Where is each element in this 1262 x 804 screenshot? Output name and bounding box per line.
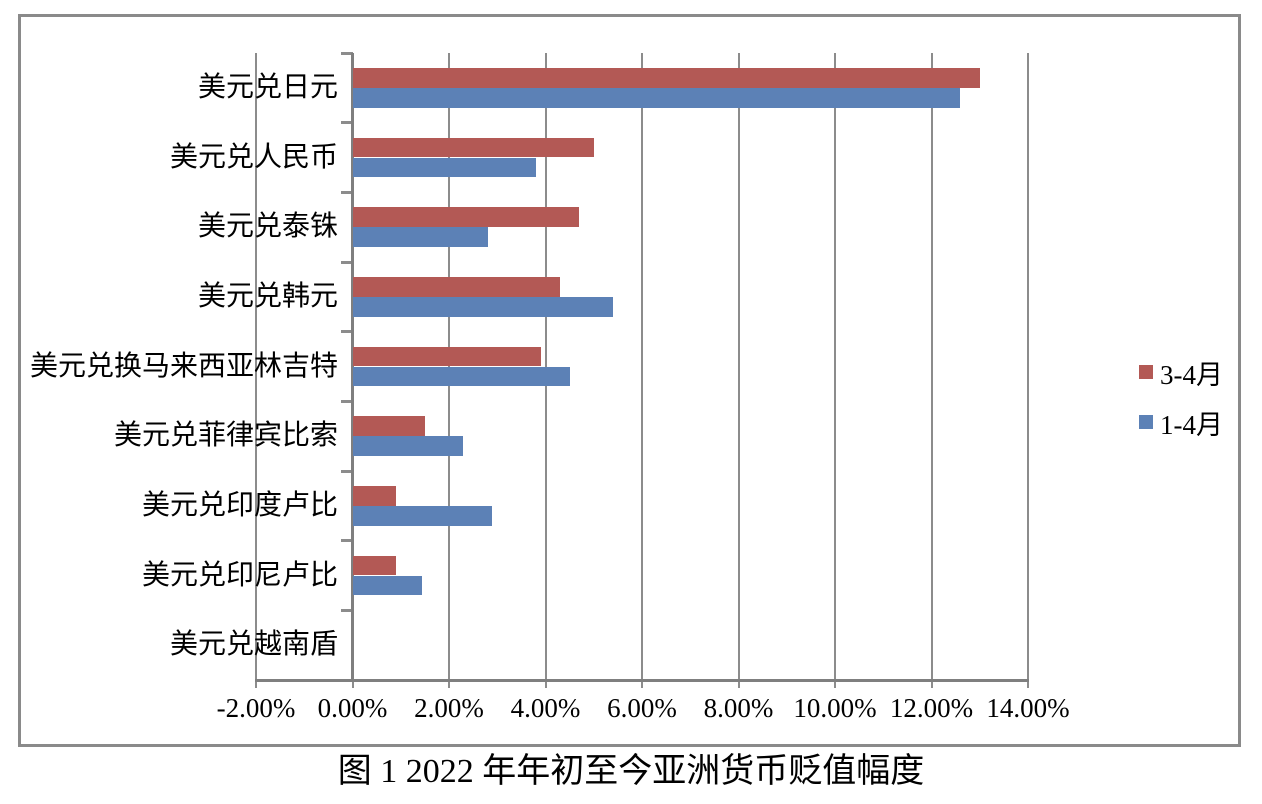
bar-series2 <box>352 366 570 387</box>
bar-series1 <box>352 346 541 367</box>
bar-series2 <box>352 87 961 108</box>
x-axis-tick <box>448 680 450 688</box>
gridline <box>930 53 933 680</box>
category-label: 美元兑印度卢比 <box>141 489 338 521</box>
bar-series2 <box>352 227 488 247</box>
legend-swatch-series2-icon <box>1139 415 1153 429</box>
x-axis-tick-label: 8.00% <box>703 693 774 723</box>
category-axis-tick <box>340 260 353 264</box>
bar-series1 <box>352 555 396 576</box>
category-axis-tick <box>340 330 353 334</box>
gridline <box>255 53 257 680</box>
x-axis-tick <box>351 680 354 688</box>
value-axis-line <box>255 679 1029 682</box>
category-label: 美元兑菲律宾比索 <box>113 420 338 452</box>
x-axis-tick-label: 2.00% <box>414 693 484 723</box>
x-axis-tick-label: 10.00% <box>793 693 877 723</box>
legend-item-series1: 3-4月 <box>1139 355 1223 390</box>
x-axis-tick <box>737 680 740 688</box>
gridline <box>641 53 643 680</box>
category-label: 美元兑人民币 <box>169 141 338 173</box>
legend: 3-4月 1-4月 <box>1139 355 1223 455</box>
bar-series1 <box>352 137 594 158</box>
legend-swatch-series1-icon <box>1139 365 1153 379</box>
x-axis-tick <box>641 680 643 688</box>
plot-area <box>255 51 1029 688</box>
category-axis-tick <box>340 399 353 403</box>
category-axis-tick <box>340 121 353 125</box>
category-label: 美元兑越南盾 <box>169 629 338 661</box>
chart-frame: 3-4月 1-4月 <box>18 14 1241 747</box>
bar-series1 <box>352 67 980 88</box>
bar-series2 <box>352 157 536 178</box>
legend-item-series2: 1-4月 <box>1139 405 1223 440</box>
bar-series2 <box>352 505 493 526</box>
x-axis-tick-label: -2.00% <box>216 693 296 723</box>
x-axis-tick <box>1027 680 1029 688</box>
gridline <box>737 53 740 680</box>
legend-label-series1: 3-4月 <box>1160 359 1223 390</box>
category-axis-tick <box>340 190 353 194</box>
category-label: 美元兑换马来西亚林吉特 <box>29 350 338 382</box>
bar-series1 <box>352 416 425 437</box>
x-axis-tick-label: 4.00% <box>510 693 581 723</box>
chart-caption: 图 1 2022 年年初至今亚洲货币贬值幅度 <box>337 753 925 790</box>
bar-series1 <box>352 485 396 506</box>
gridline <box>1027 53 1029 680</box>
bar-series1 <box>352 276 560 297</box>
x-axis-tick-label: 12.00% <box>889 693 974 723</box>
x-axis-tick <box>930 680 933 688</box>
x-axis-tick-label: 14.00% <box>986 693 1070 723</box>
category-axis-tick <box>340 51 353 55</box>
bar-series2 <box>352 575 423 596</box>
category-axis-tick <box>340 469 353 473</box>
x-axis-tick-label: 6.00% <box>607 693 677 723</box>
legend-label-series2: 1-4月 <box>1160 409 1223 440</box>
gridline <box>834 53 836 680</box>
category-label: 美元兑日元 <box>197 71 338 103</box>
x-axis-tick <box>544 680 547 688</box>
category-axis-tick <box>340 539 353 543</box>
category-label: 美元兑印尼卢比 <box>141 559 338 591</box>
bar-series1 <box>352 207 580 228</box>
bar-series2 <box>352 296 614 317</box>
x-axis-tick-label: 0.00% <box>317 693 388 723</box>
bar-series2 <box>352 436 464 456</box>
category-label: 美元兑泰铢 <box>197 211 338 243</box>
category-axis-tick <box>340 608 353 612</box>
x-axis-tick <box>834 680 836 688</box>
x-axis-tick <box>255 680 257 688</box>
category-label: 美元兑韩元 <box>197 280 338 312</box>
